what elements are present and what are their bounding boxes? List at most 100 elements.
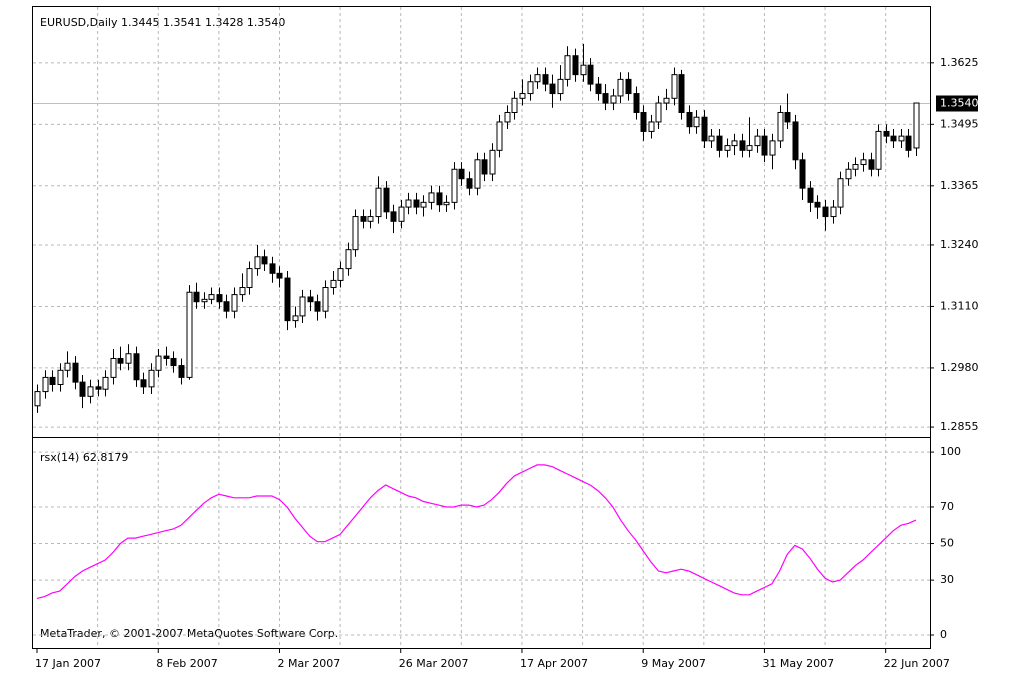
- candle-body: [87, 386, 94, 397]
- y-tick-label: 1.3110: [940, 299, 979, 312]
- candle-body: [79, 381, 86, 397]
- candle-body: [883, 130, 890, 137]
- candle-body: [572, 55, 579, 76]
- candle-body: [496, 121, 503, 151]
- candle-body: [269, 263, 276, 274]
- candle-body: [307, 296, 314, 303]
- candle-body: [110, 357, 117, 378]
- rsx-line: [36, 464, 917, 599]
- candle-body: [761, 135, 768, 156]
- candle-body: [299, 296, 306, 317]
- y-tick-label: 100: [940, 445, 961, 458]
- candle-body: [617, 78, 624, 97]
- x-tick-label: 22 Jun 2007: [884, 657, 950, 670]
- candle-body: [231, 294, 238, 312]
- candle-body: [701, 116, 708, 142]
- candle-body: [223, 301, 230, 312]
- candle-body: [489, 149, 496, 175]
- candle-body: [731, 140, 738, 147]
- candle-body: [913, 102, 920, 149]
- x-tick-label: 17 Apr 2007: [520, 657, 588, 670]
- candle-body: [345, 249, 352, 270]
- candle-body: [792, 121, 799, 161]
- candle-body: [845, 168, 852, 180]
- y-tick-label: 0: [940, 628, 947, 641]
- candle-body: [405, 199, 412, 208]
- candle-body: [178, 365, 185, 378]
- candle-body: [693, 116, 700, 128]
- candle-body: [716, 135, 723, 151]
- candle-body: [610, 95, 617, 104]
- candle-body: [322, 287, 329, 312]
- x-tick-label: 9 May 2007: [641, 657, 706, 670]
- y-tick-label: 1.2855: [940, 420, 979, 433]
- y-tick-label: 1.3365: [940, 179, 979, 192]
- candle-body: [451, 168, 458, 203]
- candle-body: [655, 102, 662, 123]
- candle-body: [314, 301, 321, 312]
- candle-body: [595, 83, 602, 95]
- candle-body: [466, 178, 473, 189]
- candle-body: [428, 192, 435, 203]
- candle-body: [49, 376, 56, 385]
- candle-body: [390, 211, 397, 222]
- candle-body: [34, 391, 41, 407]
- candle-body: [208, 294, 215, 300]
- candle-body: [830, 206, 837, 218]
- y-tick-label: 30: [940, 573, 954, 586]
- candle-body: [95, 386, 102, 390]
- candle-body: [125, 353, 132, 364]
- candle-body: [292, 315, 299, 322]
- y-tick-label: 50: [940, 537, 954, 550]
- candle-body: [678, 74, 685, 113]
- candle-body: [201, 298, 208, 303]
- candle-body: [276, 272, 283, 279]
- candle-body: [777, 111, 784, 142]
- x-tick-label: 31 May 2007: [762, 657, 834, 670]
- candle-body: [102, 376, 109, 390]
- candle-body: [875, 130, 882, 170]
- candle-body: [436, 192, 443, 206]
- candle-body: [375, 187, 382, 218]
- candle-body: [648, 121, 655, 132]
- indicator-panel: [32, 437, 931, 649]
- candle-body: [822, 206, 829, 218]
- candle-body: [254, 256, 261, 270]
- y-tick-label: 70: [940, 500, 954, 513]
- candle-body: [186, 291, 193, 378]
- candle-body: [360, 216, 367, 222]
- candle-body: [564, 55, 571, 80]
- candle-body: [398, 206, 405, 222]
- copyright: MetaTrader, © 2001-2007 MetaQuotes Softw…: [40, 627, 338, 640]
- x-tick-label: 8 Feb 2007: [156, 657, 217, 670]
- candle-body: [155, 355, 162, 371]
- candle-body: [671, 74, 678, 99]
- candle-body: [117, 357, 124, 364]
- candle-body: [367, 216, 374, 222]
- candle-body: [557, 78, 564, 95]
- candle-body: [814, 201, 821, 208]
- candle-body: [170, 357, 177, 367]
- candle-body: [746, 145, 753, 151]
- candle-body: [239, 287, 246, 296]
- candle-body: [602, 93, 609, 104]
- candle-body: [133, 353, 140, 381]
- candle-body: [474, 159, 481, 189]
- candle-body: [42, 376, 49, 393]
- candle-body: [504, 111, 511, 123]
- candle-body: [216, 294, 223, 303]
- y-tick-label: 1.3625: [940, 56, 979, 69]
- candle-body: [905, 135, 912, 151]
- candle-body: [246, 268, 253, 289]
- candle-body: [708, 135, 715, 142]
- indicator-title: rsx(14) 62.8179: [40, 451, 128, 464]
- candle-body: [769, 140, 776, 156]
- candle-body: [754, 135, 761, 147]
- chart-title: EURUSD,Daily 1.3445 1.3541 1.3428 1.3540: [40, 16, 285, 29]
- candle-body: [284, 277, 291, 322]
- last-price-box: [936, 95, 978, 112]
- candle-body: [383, 187, 390, 213]
- candle-body: [140, 379, 147, 388]
- candle-body: [852, 164, 859, 170]
